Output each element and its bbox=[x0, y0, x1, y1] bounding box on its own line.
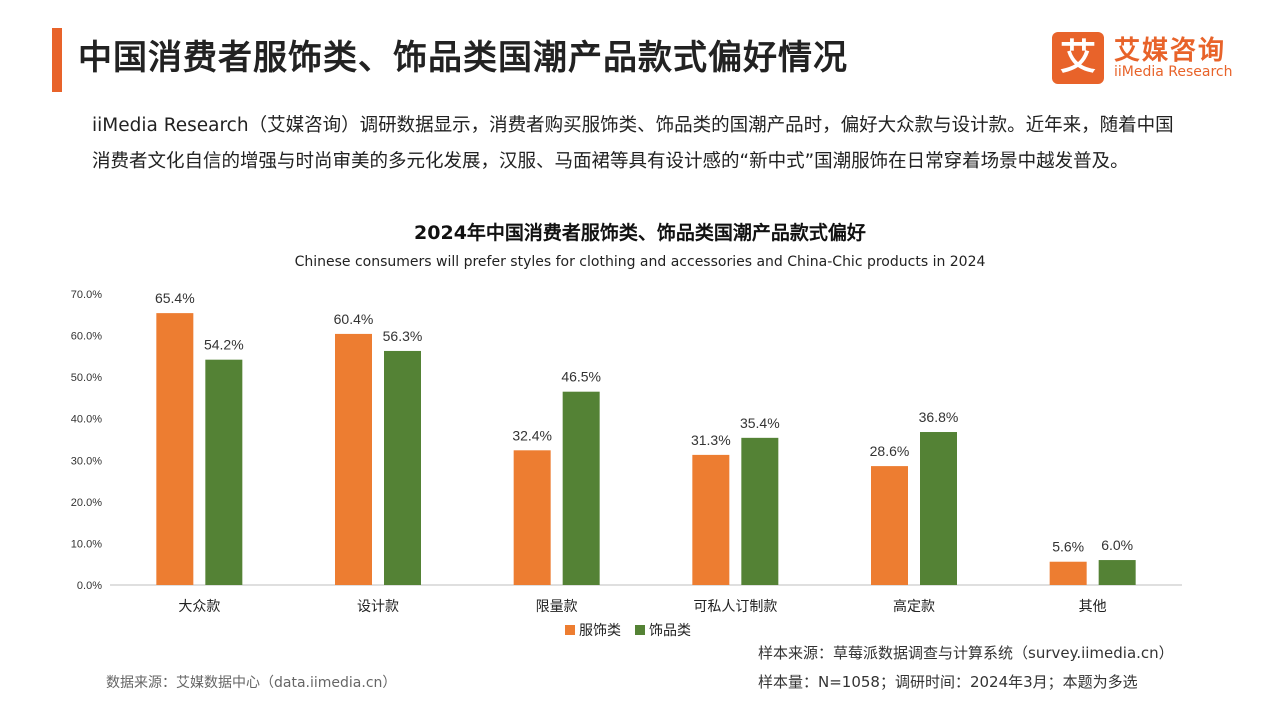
y-tick-label: 30.0% bbox=[71, 455, 102, 467]
intro-paragraph: iiMedia Research（艾媒咨询）调研数据显示，消费者购买服饰类、饰品… bbox=[92, 115, 1174, 172]
bar-clothing bbox=[335, 333, 372, 585]
data-label: 28.6% bbox=[870, 443, 910, 459]
sample-info-note: 样本量：N=1058；调研时间：2024年3月；本题为多选 bbox=[758, 673, 1138, 691]
data-label: 5.6% bbox=[1052, 539, 1084, 555]
x-tick-label: 大众款 bbox=[178, 598, 220, 614]
bar-clothing bbox=[871, 466, 908, 585]
data-label: 36.8% bbox=[919, 409, 959, 425]
chart-title: 2024年中国消费者服饰类、饰品类国潮产品款式偏好 bbox=[414, 222, 866, 244]
x-tick-label: 可私人订制款 bbox=[693, 598, 777, 614]
y-tick-label: 50.0% bbox=[71, 372, 102, 384]
title-accent-bar bbox=[52, 28, 62, 92]
bar-accessories bbox=[205, 359, 243, 585]
data-source-note: 数据来源：艾媒数据中心（data.iimedia.cn） bbox=[106, 675, 397, 691]
data-label: 65.4% bbox=[155, 290, 195, 306]
bar-clothing bbox=[513, 450, 551, 585]
logo-mark-icon: 艾 bbox=[1052, 32, 1104, 84]
legend-swatch bbox=[635, 625, 645, 635]
y-tick-label: 10.0% bbox=[71, 538, 102, 550]
chart-subtitle: Chinese consumers will prefer styles for… bbox=[294, 254, 986, 270]
y-tick-label: 70.0% bbox=[71, 289, 102, 301]
y-tick-label: 0.0% bbox=[77, 580, 102, 592]
bar-accessories bbox=[920, 432, 957, 585]
bar-clothing bbox=[156, 313, 194, 585]
bar-accessories bbox=[562, 391, 600, 585]
legend-label: 饰品类 bbox=[649, 622, 691, 638]
legend-label: 服饰类 bbox=[579, 622, 621, 638]
x-tick-label: 限量款 bbox=[536, 598, 578, 614]
data-label: 35.4% bbox=[740, 415, 780, 431]
bar-clothing bbox=[692, 454, 730, 585]
data-label: 56.3% bbox=[383, 328, 423, 344]
y-tick-label: 40.0% bbox=[71, 414, 102, 426]
sample-source-note: 样本来源：草莓派数据调查与计算系统（survey.iimedia.cn） bbox=[758, 644, 1174, 662]
x-tick-label: 高定款 bbox=[893, 598, 935, 614]
bar-accessories bbox=[1098, 560, 1136, 585]
x-tick-label: 其他 bbox=[1079, 598, 1107, 614]
data-label: 60.4% bbox=[334, 311, 374, 327]
data-label: 46.5% bbox=[561, 369, 601, 385]
data-label: 32.4% bbox=[512, 427, 552, 443]
bar-clothing bbox=[1049, 561, 1087, 585]
bar-accessories bbox=[384, 350, 421, 585]
y-tick-label: 20.0% bbox=[71, 497, 102, 509]
page-title: 中国消费者服饰类、饰品类国潮产品款式偏好情况 bbox=[78, 38, 848, 78]
x-tick-label: 设计款 bbox=[357, 598, 399, 614]
logo-text-en: iiMedia Research bbox=[1114, 64, 1233, 80]
logo-text-cn: 艾媒咨询 bbox=[1114, 36, 1227, 66]
data-label: 31.3% bbox=[691, 432, 731, 448]
bar-accessories bbox=[741, 437, 779, 585]
legend-swatch bbox=[565, 625, 575, 635]
y-tick-label: 60.0% bbox=[71, 331, 102, 343]
brand-logo: 艾 艾媒咨询 iiMedia Research bbox=[1052, 30, 1262, 86]
data-label: 6.0% bbox=[1101, 537, 1133, 553]
data-label: 54.2% bbox=[204, 337, 244, 353]
